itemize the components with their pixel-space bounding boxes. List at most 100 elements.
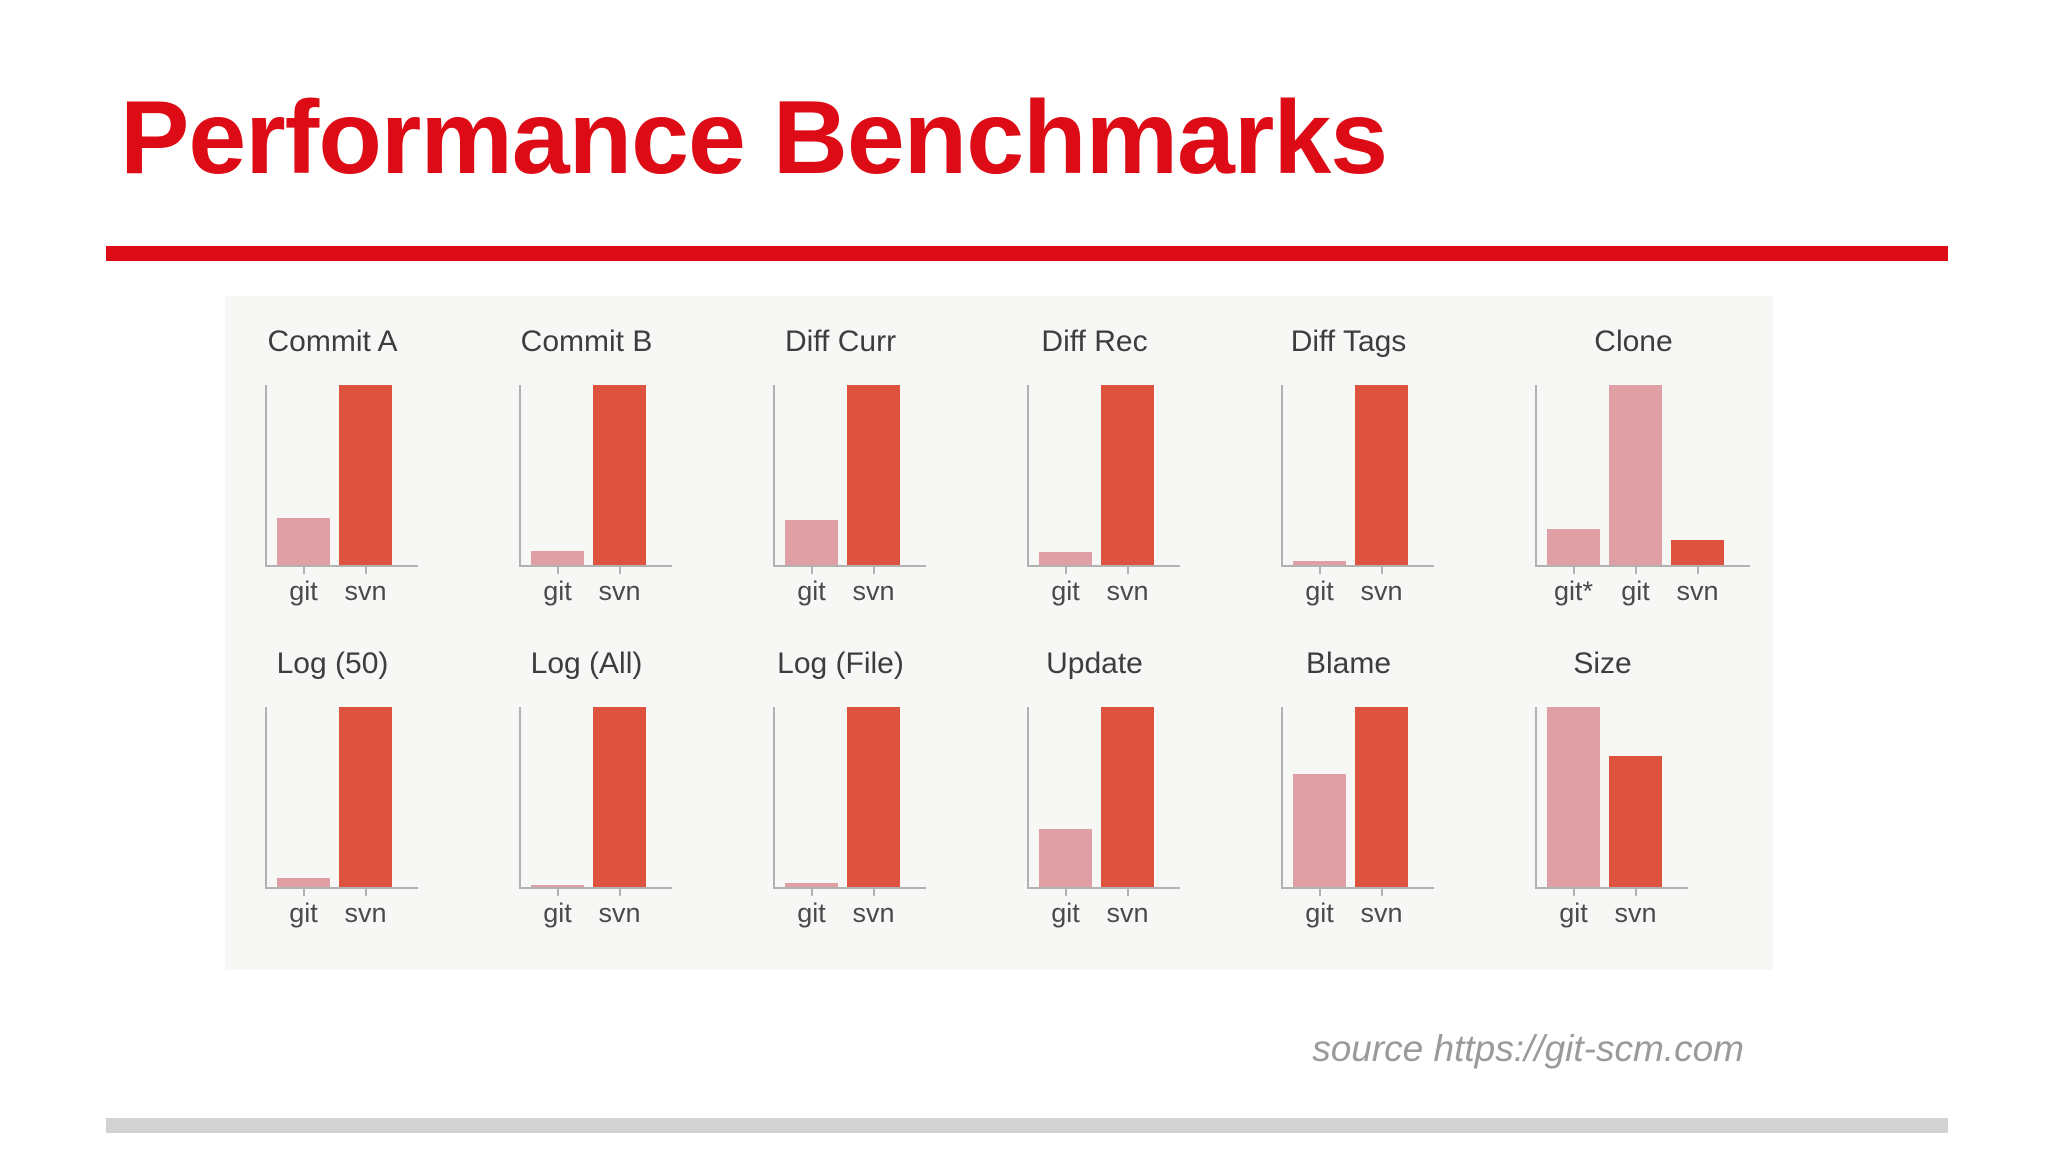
bar-svn <box>1355 707 1408 887</box>
bar-svn <box>339 385 392 565</box>
axis-label-text: svn <box>1676 576 1719 606</box>
axis-label-text: git <box>1305 576 1334 606</box>
bar-svn <box>847 707 900 887</box>
axis-label-text: git <box>543 898 572 928</box>
bar-svn <box>593 707 646 887</box>
axis-tick <box>810 889 813 896</box>
chart-title: Diff Rec <box>1041 325 1148 358</box>
chart-title: Diff Curr <box>784 325 897 358</box>
benchmark-chart: Commit A git svn <box>265 324 475 624</box>
axis-label-text: svn <box>598 576 641 606</box>
axis-label-svn: svn <box>1101 567 1154 606</box>
chart-plot-area <box>1535 385 1750 567</box>
axis-tick <box>1318 889 1321 896</box>
axis-tick <box>810 567 813 574</box>
title-underline-rule <box>106 246 1948 261</box>
axis-label-git: git <box>1039 567 1092 606</box>
bar-git <box>531 551 584 565</box>
benchmark-chart: Size git svn <box>1535 646 1745 946</box>
chart-axis-labels: git svn <box>1537 889 1745 928</box>
benchmark-chart: Log (50) git svn <box>265 646 475 946</box>
axis-label-text: svn <box>598 898 641 928</box>
axis-label-text: svn <box>1360 576 1403 606</box>
axis-label-text: git <box>1559 898 1588 928</box>
axis-label-git: git <box>785 889 838 928</box>
chart-axis-labels: git svn <box>1029 567 1237 606</box>
axis-tick <box>872 567 875 574</box>
bar-svn <box>339 707 392 887</box>
bar-svn <box>593 385 646 565</box>
axis-label-text: git <box>1305 898 1334 928</box>
bar-svn <box>847 385 900 565</box>
axis-tick <box>1064 889 1067 896</box>
axis-label-git: git <box>531 567 584 606</box>
axis-label-svn: svn <box>1355 567 1408 606</box>
bar-git <box>277 518 330 565</box>
axis-label-git: git <box>277 889 330 928</box>
chart-plot-area <box>1281 385 1434 567</box>
chart-axis-labels: git svn <box>521 889 729 928</box>
chart-plot-area <box>519 707 672 889</box>
axis-tick <box>1126 889 1129 896</box>
axis-label-svn: svn <box>1355 889 1408 928</box>
axis-tick <box>1572 889 1575 896</box>
bar-svn <box>1609 756 1662 887</box>
chart-plot-area <box>519 385 672 567</box>
axis-label-text: git <box>797 898 826 928</box>
chart-title: Diff Tags <box>1290 325 1407 358</box>
axis-label-text: svn <box>852 898 895 928</box>
axis-label-text: git <box>543 576 572 606</box>
axis-label-text: git <box>1621 576 1650 606</box>
chart-plot-area <box>1535 707 1688 889</box>
chart-plot-area <box>265 385 418 567</box>
axis-label-text: svn <box>852 576 895 606</box>
axis-label-text: git <box>797 576 826 606</box>
axis-label-text: git* <box>1553 576 1594 606</box>
bar-git <box>1039 829 1092 887</box>
bar-git <box>277 878 330 887</box>
chart-axis-labels: git svn <box>267 567 475 606</box>
chart-plot-area <box>1281 707 1434 889</box>
axis-label-git: git <box>531 889 584 928</box>
axis-tick <box>872 889 875 896</box>
chart-title: Size <box>1573 647 1632 680</box>
benchmark-chart: Commit B git svn <box>519 324 729 624</box>
chart-title: Clone <box>1594 325 1673 358</box>
axis-label-text: svn <box>344 898 387 928</box>
bar-git-star <box>1547 529 1600 565</box>
axis-label-text: svn <box>344 576 387 606</box>
bar-svn <box>1355 385 1408 565</box>
axis-tick <box>1634 889 1637 896</box>
axis-label-git: git <box>1609 567 1662 606</box>
axis-label-git: git <box>1293 889 1346 928</box>
chart-plot-area <box>773 385 926 567</box>
benchmarks-panel: Commit A git svn Commit B git svn Diff Cur… <box>225 296 1773 970</box>
bar-git <box>1609 385 1662 565</box>
axis-label-text: svn <box>1614 898 1657 928</box>
chart-axis-labels: git svn <box>1283 889 1491 928</box>
page-title: Performance Benchmarks <box>120 80 1388 196</box>
chart-axis-labels: git svn <box>521 567 729 606</box>
axis-label-git: git <box>1547 889 1600 928</box>
chart-axis-labels: git svn <box>1283 567 1491 606</box>
axis-label-git: git <box>785 567 838 606</box>
benchmark-chart: Log (All) git svn <box>519 646 729 946</box>
chart-plot-area <box>1027 707 1180 889</box>
bar-git <box>1547 707 1600 887</box>
axis-tick <box>1126 567 1129 574</box>
bar-svn <box>1101 385 1154 565</box>
axis-label-text: git <box>1051 898 1080 928</box>
axis-label-text: git <box>289 898 318 928</box>
bar-git <box>1293 774 1346 887</box>
axis-tick <box>302 567 305 574</box>
axis-label-svn: svn <box>593 889 646 928</box>
benchmark-chart: Diff Curr git svn <box>773 324 983 624</box>
bar-git <box>785 883 838 887</box>
chart-axis-labels: git svn <box>267 889 475 928</box>
benchmark-chart: Diff Tags git svn <box>1281 324 1491 624</box>
axis-tick <box>556 889 559 896</box>
axis-label-text: svn <box>1360 898 1403 928</box>
benchmark-chart: Clone git* git svn <box>1535 324 1750 624</box>
axis-tick <box>556 567 559 574</box>
chart-plot-area <box>773 707 926 889</box>
